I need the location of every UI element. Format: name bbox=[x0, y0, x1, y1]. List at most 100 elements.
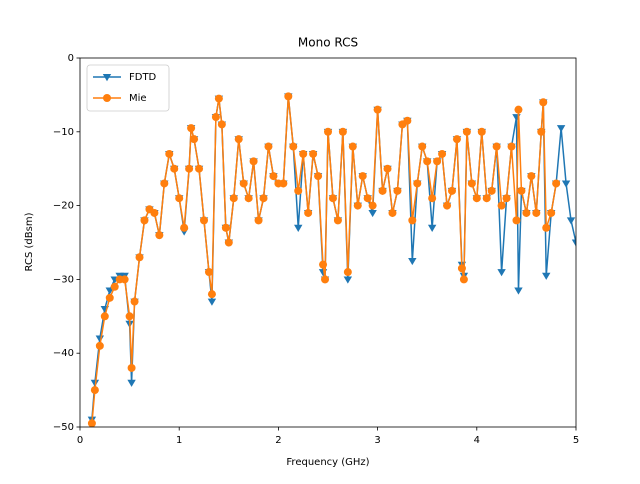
marker bbox=[175, 194, 184, 203]
marker bbox=[185, 164, 194, 173]
marker bbox=[514, 287, 523, 295]
marker bbox=[324, 127, 332, 136]
marker bbox=[333, 216, 342, 225]
marker bbox=[165, 149, 174, 158]
marker bbox=[358, 172, 367, 181]
marker bbox=[244, 194, 253, 203]
y-tick-label: −20 bbox=[53, 201, 74, 212]
marker bbox=[150, 208, 159, 217]
legend-label: Mie bbox=[129, 93, 147, 104]
y-tick-label: −10 bbox=[53, 127, 74, 138]
marker bbox=[264, 142, 273, 151]
marker bbox=[294, 224, 303, 232]
legend-box bbox=[86, 64, 170, 112]
marker bbox=[571, 239, 576, 247]
marker bbox=[507, 142, 516, 151]
marker bbox=[211, 113, 220, 122]
marker bbox=[433, 157, 442, 166]
marker bbox=[105, 293, 114, 302]
marker bbox=[314, 172, 323, 181]
marker bbox=[477, 127, 486, 136]
y-tick-label: 0 bbox=[68, 53, 74, 64]
marker bbox=[110, 282, 119, 291]
marker bbox=[492, 142, 501, 151]
marker bbox=[408, 258, 417, 266]
marker bbox=[472, 194, 481, 203]
marker bbox=[214, 94, 223, 103]
marker bbox=[393, 186, 402, 195]
marker bbox=[249, 157, 258, 166]
marker bbox=[269, 172, 278, 181]
x-tick-label: 2 bbox=[275, 435, 281, 446]
marker bbox=[217, 120, 226, 129]
marker bbox=[438, 149, 447, 158]
marker bbox=[319, 260, 328, 269]
y-tick-label: −50 bbox=[53, 422, 74, 433]
marker bbox=[462, 127, 471, 136]
marker bbox=[284, 92, 293, 101]
marker bbox=[403, 116, 412, 125]
marker bbox=[190, 135, 199, 144]
marker bbox=[537, 127, 546, 136]
series-line bbox=[91, 96, 576, 420]
marker bbox=[413, 179, 422, 188]
x-tick-label: 5 bbox=[573, 435, 579, 446]
marker bbox=[343, 268, 352, 277]
marker bbox=[487, 186, 496, 195]
marker bbox=[497, 201, 506, 210]
marker bbox=[532, 208, 541, 217]
marker bbox=[140, 216, 149, 225]
marker bbox=[542, 272, 551, 280]
marker bbox=[428, 194, 437, 203]
marker bbox=[239, 179, 248, 188]
marker bbox=[443, 201, 452, 210]
marker bbox=[497, 269, 506, 277]
marker bbox=[87, 419, 96, 427]
marker bbox=[502, 194, 511, 203]
marker bbox=[542, 223, 551, 232]
marker bbox=[187, 124, 196, 133]
marker bbox=[368, 201, 377, 210]
marker bbox=[125, 312, 134, 321]
marker bbox=[200, 216, 208, 225]
marker bbox=[512, 216, 521, 225]
marker bbox=[482, 194, 491, 203]
marker bbox=[388, 208, 397, 217]
legend-marker bbox=[102, 74, 112, 82]
marker bbox=[378, 186, 387, 195]
marker bbox=[90, 386, 99, 395]
marker bbox=[561, 180, 571, 188]
marker bbox=[224, 238, 233, 247]
marker bbox=[180, 223, 189, 232]
marker bbox=[127, 379, 136, 387]
marker bbox=[408, 216, 417, 225]
marker bbox=[207, 290, 216, 299]
marker bbox=[289, 142, 298, 151]
marker bbox=[100, 312, 109, 321]
marker bbox=[348, 142, 357, 151]
marker bbox=[514, 105, 523, 114]
marker bbox=[127, 363, 136, 372]
marker bbox=[204, 268, 213, 277]
x-tick-label: 0 bbox=[77, 435, 83, 446]
legend-marker bbox=[103, 94, 111, 102]
marker bbox=[423, 157, 432, 166]
marker bbox=[195, 164, 204, 173]
marker bbox=[368, 210, 377, 218]
marker bbox=[418, 142, 427, 151]
marker bbox=[135, 253, 144, 262]
marker bbox=[170, 164, 179, 173]
plot-frame bbox=[79, 57, 577, 428]
marker bbox=[229, 194, 238, 203]
marker bbox=[522, 208, 531, 217]
x-tick-label: 4 bbox=[474, 435, 480, 446]
chart-title: Mono RCS bbox=[298, 36, 358, 50]
marker bbox=[304, 208, 313, 217]
legend-label: FDTD bbox=[129, 72, 157, 83]
marker bbox=[259, 194, 268, 203]
marker bbox=[556, 125, 566, 133]
marker bbox=[207, 298, 217, 306]
marker bbox=[90, 379, 100, 387]
marker bbox=[552, 179, 561, 188]
